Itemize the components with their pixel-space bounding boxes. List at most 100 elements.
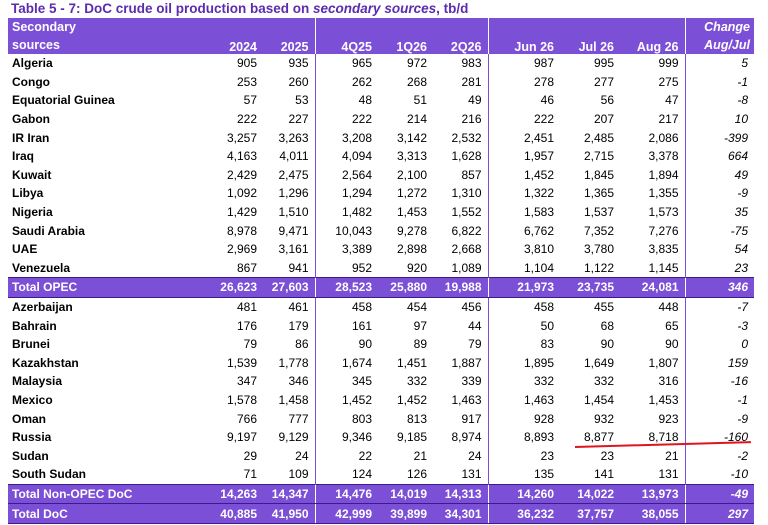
- value-cell: 1,957: [487, 146, 560, 166]
- value-cell: 1,451: [396, 355, 427, 370]
- value-cell: 2,668: [451, 242, 482, 257]
- value-cell: 1,583: [487, 202, 560, 222]
- column-header: Jun 26: [487, 18, 560, 54]
- value-cell: 1,452: [396, 392, 427, 407]
- change-cell: -3: [684, 316, 754, 335]
- value-cell: 941: [288, 260, 309, 275]
- value-cell: 458: [314, 297, 378, 317]
- row-label: Equatorial Guinea: [12, 93, 115, 108]
- value-cell: 1,092: [226, 186, 257, 201]
- row-label: IR Iran: [12, 130, 50, 145]
- table-row: Nigeria 1,429 1,510 1,482 1,453 1,552 1,583 1,5…: [8, 202, 754, 222]
- value-cell: 346: [288, 374, 309, 389]
- value-cell: 176: [236, 318, 257, 333]
- value-cell: 278: [487, 72, 560, 92]
- column-header: 4Q25: [314, 18, 378, 54]
- change-cell: -9: [684, 409, 754, 428]
- row-label: Iraq: [12, 149, 35, 164]
- value-cell: 1,429: [226, 205, 257, 220]
- value-cell: 131: [461, 467, 482, 482]
- value-cell: 179: [288, 318, 309, 333]
- value-cell: 141: [593, 467, 614, 482]
- value-cell: 8,718: [648, 430, 679, 445]
- column-header: 2025: [263, 18, 315, 54]
- value-cell: 89: [413, 337, 427, 352]
- value-cell: 952: [314, 258, 378, 278]
- value-cell: 1,845: [583, 167, 614, 182]
- value-cell: 25,880: [378, 277, 433, 298]
- change-header: Change Aug/Jul: [684, 18, 754, 54]
- change-cell: -49: [684, 483, 754, 505]
- column-header: Jul 26: [560, 18, 620, 54]
- row-label: Brunei: [12, 337, 51, 352]
- row-label: Sudan: [12, 448, 49, 463]
- change-cell: -10: [684, 465, 754, 485]
- value-cell: 1,895: [487, 353, 560, 373]
- value-cell: 126: [406, 467, 427, 482]
- value-cell: 813: [406, 411, 427, 426]
- value-cell: 1,537: [583, 205, 614, 220]
- value-cell: 454: [406, 300, 427, 315]
- value-cell: 1,365: [583, 186, 614, 201]
- value-cell: 131: [658, 467, 679, 482]
- value-cell: 9,197: [226, 430, 257, 445]
- value-cell: 3,313: [396, 149, 427, 164]
- value-cell: 481: [236, 300, 257, 315]
- row-label: Total OPEC: [8, 277, 192, 298]
- value-cell: 2,451: [487, 128, 560, 147]
- change-cell: 346: [684, 277, 754, 298]
- value-cell: 1,452: [487, 165, 560, 185]
- value-cell: 4,011: [279, 149, 309, 164]
- value-cell: 48: [314, 91, 378, 110]
- value-cell: 24: [468, 448, 482, 463]
- value-cell: 3,835: [648, 242, 679, 257]
- table-row: Libya 1,092 1,296 1,294 1,272 1,310 1,322 1,365…: [8, 184, 754, 203]
- value-cell: 1,887: [451, 355, 482, 370]
- value-cell: 1,454: [583, 392, 614, 407]
- row-label: Mexico: [12, 392, 53, 407]
- value-cell: 260: [288, 74, 309, 89]
- value-cell: 458: [487, 297, 560, 317]
- value-cell: 1,628: [451, 149, 482, 164]
- value-cell: 214: [406, 112, 427, 127]
- value-cell: 21: [665, 448, 679, 463]
- row-label: Azerbaijan: [12, 300, 73, 315]
- value-cell: 2,086: [648, 130, 679, 145]
- value-cell: 222: [236, 112, 257, 127]
- table-row: Saudi Arabia 8,978 9,471 10,043 9,278 6,822 6,…: [8, 221, 754, 240]
- value-cell: 2,532: [451, 130, 482, 145]
- value-cell: 49: [468, 93, 482, 108]
- change-cell: 0: [684, 334, 754, 354]
- value-cell: 24: [295, 448, 309, 463]
- value-cell: 1,453: [396, 205, 427, 220]
- value-cell: 766: [236, 411, 257, 426]
- value-cell: 57: [243, 93, 257, 108]
- value-cell: 455: [593, 300, 614, 315]
- value-cell: 1,539: [226, 355, 257, 370]
- value-cell: 51: [413, 93, 427, 108]
- value-cell: 1,463: [451, 392, 482, 407]
- value-cell: 268: [406, 74, 427, 89]
- value-cell: 1,452: [314, 390, 378, 410]
- change-cell: -7: [684, 297, 754, 317]
- value-cell: 932: [593, 411, 614, 426]
- table-row: Malaysia 347 346 345 332 339 332 332 316 -16: [8, 372, 754, 391]
- value-cell: 14,022: [560, 483, 620, 505]
- value-cell: 2,475: [278, 167, 309, 182]
- value-cell: 332: [593, 374, 614, 389]
- table-row: Iraq 4,163 4,011 4,094 3,313 1,628 1,957 2,715 3…: [8, 146, 754, 166]
- row-label: Total Non-OPEC DoC: [8, 483, 192, 505]
- value-cell: 40,885: [192, 503, 263, 524]
- value-cell: 3,257: [226, 130, 257, 145]
- value-cell: 987: [487, 54, 560, 73]
- table-row: Azerbaijan 481 461 458 454 456 458 455 448 -7: [8, 297, 754, 317]
- value-cell: 207: [593, 112, 614, 127]
- value-cell: 26,623: [192, 277, 263, 298]
- value-cell: 47: [665, 93, 679, 108]
- value-cell: 3,389: [314, 239, 378, 259]
- value-cell: 4,163: [226, 149, 257, 164]
- value-cell: 923: [658, 411, 679, 426]
- value-cell: 1,463: [487, 390, 560, 410]
- value-cell: 8,974: [451, 430, 482, 445]
- table-row: IR Iran 3,257 3,263 3,208 3,142 2,532 2,451 2,4…: [8, 128, 754, 147]
